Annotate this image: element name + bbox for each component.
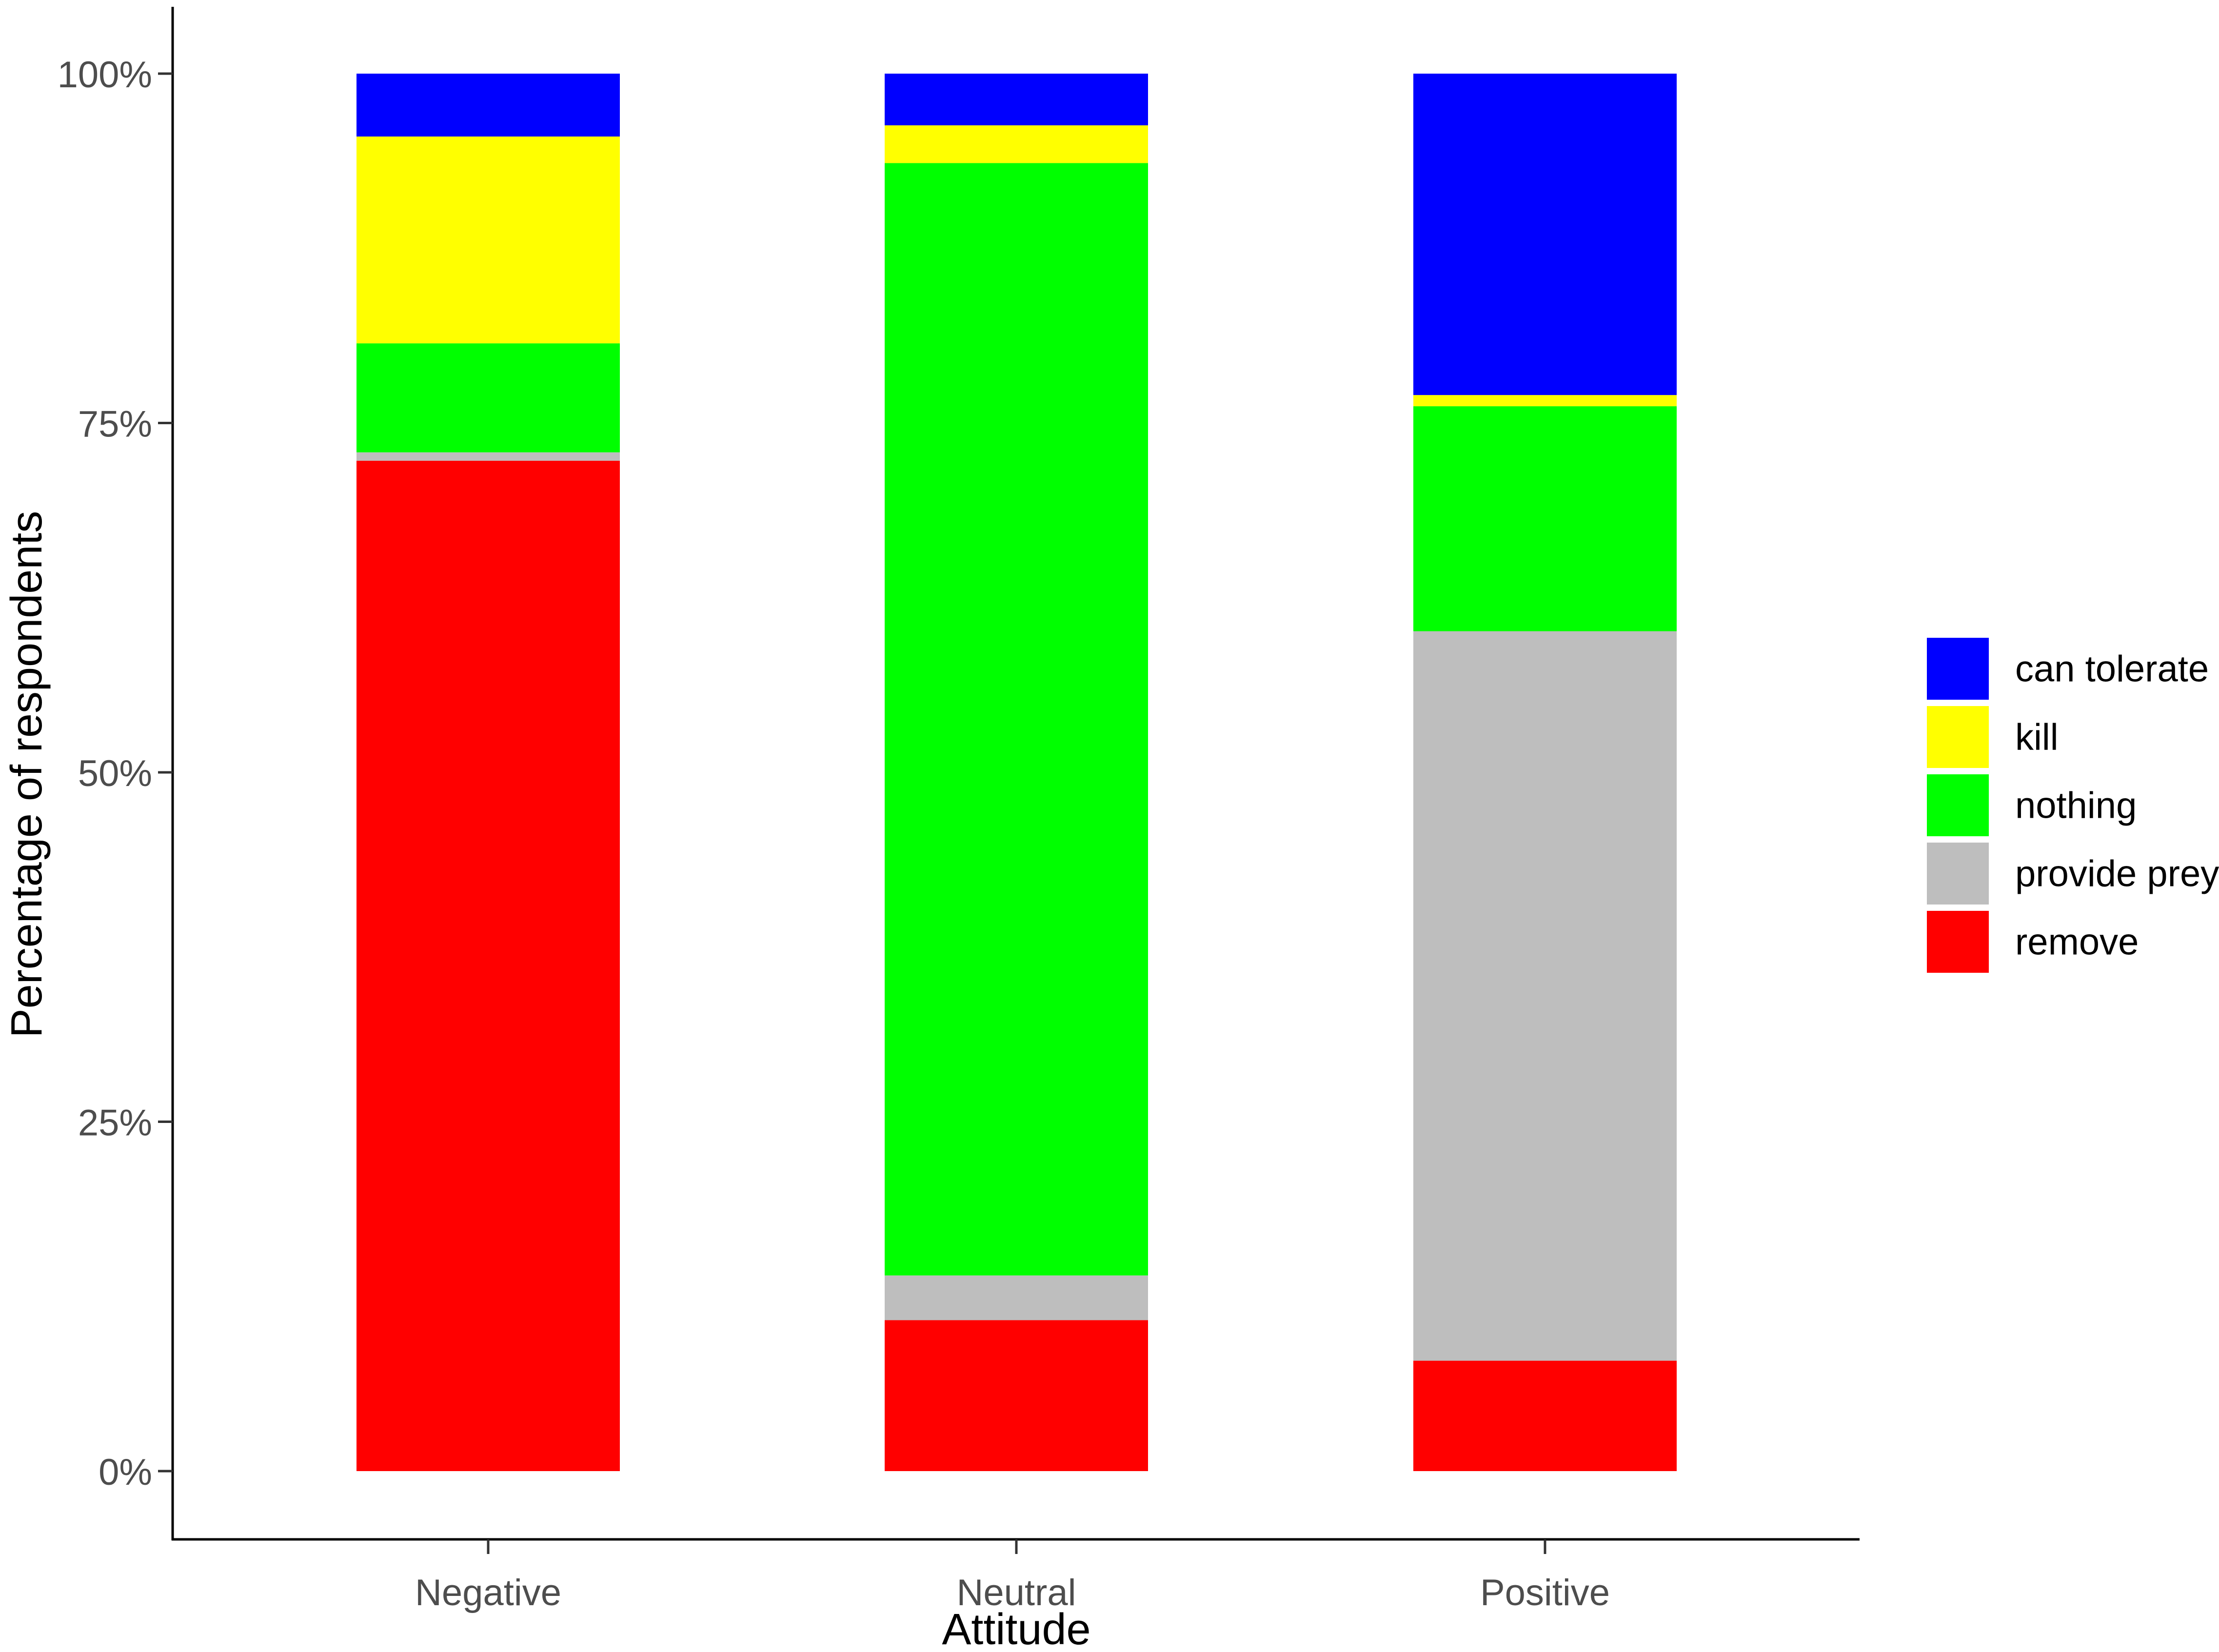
bar-segment-positive-provide-prey [1413,631,1677,1361]
legend-label-can-tolerate: can tolerate [2015,649,2209,690]
legend-label-provide-prey: provide prey [2015,853,2219,895]
bar-segment-neutral-can-tolerate [885,74,1148,126]
legend-key-remove [1927,911,1989,973]
bar-segment-negative-provide-prey [357,452,620,461]
bar-segment-negative-kill [357,136,620,344]
bar-segment-negative-nothing [357,343,620,452]
bar-segment-positive-remove [1413,1360,1677,1471]
bar-segment-positive-can-tolerate [1413,74,1677,395]
bar-segment-negative-remove [357,460,620,1471]
y-tick-label: 100% [58,54,152,96]
bars-layer [357,74,1677,1471]
y-axis-ticks: 0% 25% 50% 75% 100% [58,54,173,1493]
x-tick-label-neutral: Neutral [957,1572,1076,1613]
legend-key-kill [1927,706,1989,768]
x-axis-title: Attitude [942,1605,1090,1652]
bar-segment-neutral-provide-prey [885,1275,1148,1320]
y-tick-label: 25% [78,1102,152,1144]
legend-label-kill: kill [2015,717,2059,758]
legend-key-can-tolerate [1927,638,1989,700]
y-tick-label: 75% [78,404,152,445]
bar-segment-neutral-kill [885,125,1148,163]
y-tick-label: 0% [99,1452,152,1493]
legend-key-provide-prey [1927,843,1989,905]
bar-segment-neutral-remove [885,1320,1148,1471]
x-tick-label-negative: Negative [415,1572,561,1613]
bar-segment-positive-nothing [1413,406,1677,631]
x-axis-ticks: Negative Neutral Positive [415,1539,1610,1613]
bar-segment-neutral-nothing [885,163,1148,1276]
y-axis-title: Percentage of respondents [2,511,51,1038]
x-tick-label-positive: Positive [1480,1572,1610,1613]
bar-segment-negative-can-tolerate [357,74,620,137]
legend: can tolerate kill nothing provide prey remov… [1927,638,2219,973]
legend-key-nothing [1927,774,1989,836]
legend-label-nothing: nothing [2015,785,2137,826]
legend-label-remove: remove [2015,922,2139,963]
y-tick-label: 50% [78,753,152,794]
bar-segment-positive-kill [1413,395,1677,407]
